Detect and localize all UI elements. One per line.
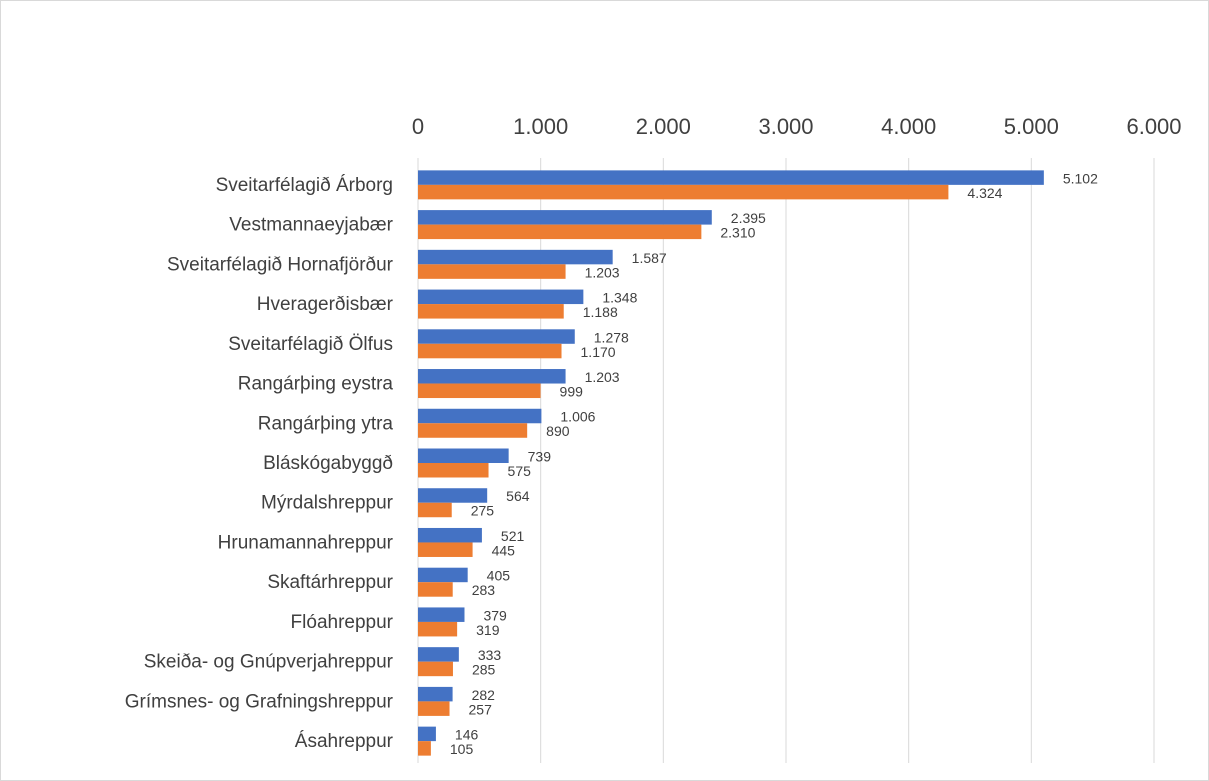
bar bbox=[418, 726, 436, 742]
data-label: 1.170 bbox=[581, 344, 616, 360]
data-label: 1.348 bbox=[602, 290, 637, 306]
bar bbox=[418, 184, 949, 200]
bar bbox=[418, 647, 459, 662]
y-tick-label: Hveragerðisbær bbox=[257, 294, 394, 315]
data-label: 5.102 bbox=[1063, 170, 1098, 186]
y-tick-label: Sveitarfélagið Hornafjörður bbox=[167, 254, 394, 275]
x-tick-label: 2.000 bbox=[636, 114, 691, 139]
bar bbox=[418, 502, 452, 518]
x-tick-label: 5.000 bbox=[1004, 114, 1059, 139]
y-tick-label: Mýrdalshreppur bbox=[261, 493, 394, 514]
data-label: 282 bbox=[472, 687, 496, 703]
y-tick-label: Rangárþing eystra bbox=[238, 374, 394, 395]
data-label: 283 bbox=[472, 582, 496, 598]
bar bbox=[418, 741, 431, 756]
data-label: 4.324 bbox=[967, 185, 1002, 201]
bar bbox=[418, 264, 566, 279]
data-label: 2.310 bbox=[720, 225, 755, 241]
bar bbox=[418, 661, 453, 677]
data-label: 1.203 bbox=[585, 369, 620, 385]
bar bbox=[418, 383, 541, 399]
data-label: 575 bbox=[508, 463, 532, 479]
data-label: 564 bbox=[506, 488, 530, 504]
bar bbox=[418, 488, 488, 503]
data-label: 739 bbox=[528, 448, 552, 464]
x-tick-label: 0 bbox=[412, 114, 424, 139]
bar bbox=[418, 170, 1044, 185]
data-label: 319 bbox=[476, 622, 500, 638]
x-tick-label: 1.000 bbox=[513, 114, 568, 139]
bar bbox=[418, 408, 542, 424]
y-tick-label: Flóahreppur bbox=[291, 612, 394, 633]
data-label: 275 bbox=[471, 503, 495, 519]
data-label: 379 bbox=[483, 607, 507, 623]
y-tick-label: Hrunamannahreppur bbox=[218, 532, 394, 553]
y-tick-label: Skeiða- og Gnúpverjahreppur bbox=[144, 652, 394, 673]
data-label: 333 bbox=[478, 647, 502, 663]
bar bbox=[418, 567, 468, 583]
bar bbox=[418, 527, 482, 543]
bar bbox=[418, 224, 702, 240]
bar bbox=[418, 249, 613, 265]
bar bbox=[418, 701, 450, 716]
y-tick-label: Grímsnes- og Grafningshreppur bbox=[125, 691, 394, 712]
y-tick-label: Sveitarfélagið Árborg bbox=[216, 175, 393, 196]
bar bbox=[418, 542, 473, 557]
data-label: 257 bbox=[469, 701, 493, 717]
x-tick-label: 4.000 bbox=[881, 114, 936, 139]
y-tick-label: Skaftárhreppur bbox=[267, 572, 393, 593]
data-label: 1.203 bbox=[585, 264, 620, 280]
data-label: 146 bbox=[455, 727, 479, 743]
data-label: 105 bbox=[450, 741, 474, 757]
data-label: 2.395 bbox=[731, 210, 766, 226]
bar bbox=[418, 343, 562, 359]
bar bbox=[418, 369, 566, 384]
bar bbox=[418, 463, 489, 478]
bar bbox=[418, 329, 575, 344]
bar bbox=[418, 289, 584, 305]
y-tick-label: Sveitarfélagið Ölfus bbox=[228, 334, 393, 355]
bar bbox=[418, 607, 465, 622]
x-tick-label: 3.000 bbox=[758, 114, 813, 139]
y-tick-label: Ásahreppur bbox=[295, 731, 394, 752]
bar bbox=[418, 582, 453, 597]
bar bbox=[418, 621, 458, 637]
data-label: 521 bbox=[501, 528, 525, 544]
data-label: 405 bbox=[487, 568, 511, 584]
data-label: 1.587 bbox=[632, 250, 667, 266]
bar bbox=[418, 423, 528, 438]
x-tick-label: 6.000 bbox=[1126, 114, 1181, 139]
data-label: 1.006 bbox=[560, 409, 595, 425]
bar bbox=[418, 448, 509, 463]
data-label: 999 bbox=[560, 383, 584, 399]
y-tick-label: Bláskógabyggð bbox=[263, 453, 393, 474]
bar bbox=[418, 686, 453, 702]
data-label: 445 bbox=[492, 542, 516, 558]
bar bbox=[418, 304, 564, 319]
bar bbox=[418, 210, 712, 225]
y-tick-label: Rangárþing ytra bbox=[258, 413, 394, 434]
data-label: 890 bbox=[546, 423, 570, 439]
y-tick-label: Vestmannaeyjabær bbox=[229, 215, 393, 236]
data-label: 1.278 bbox=[594, 329, 629, 345]
data-label: 285 bbox=[472, 662, 496, 678]
data-label: 1.188 bbox=[583, 304, 618, 320]
